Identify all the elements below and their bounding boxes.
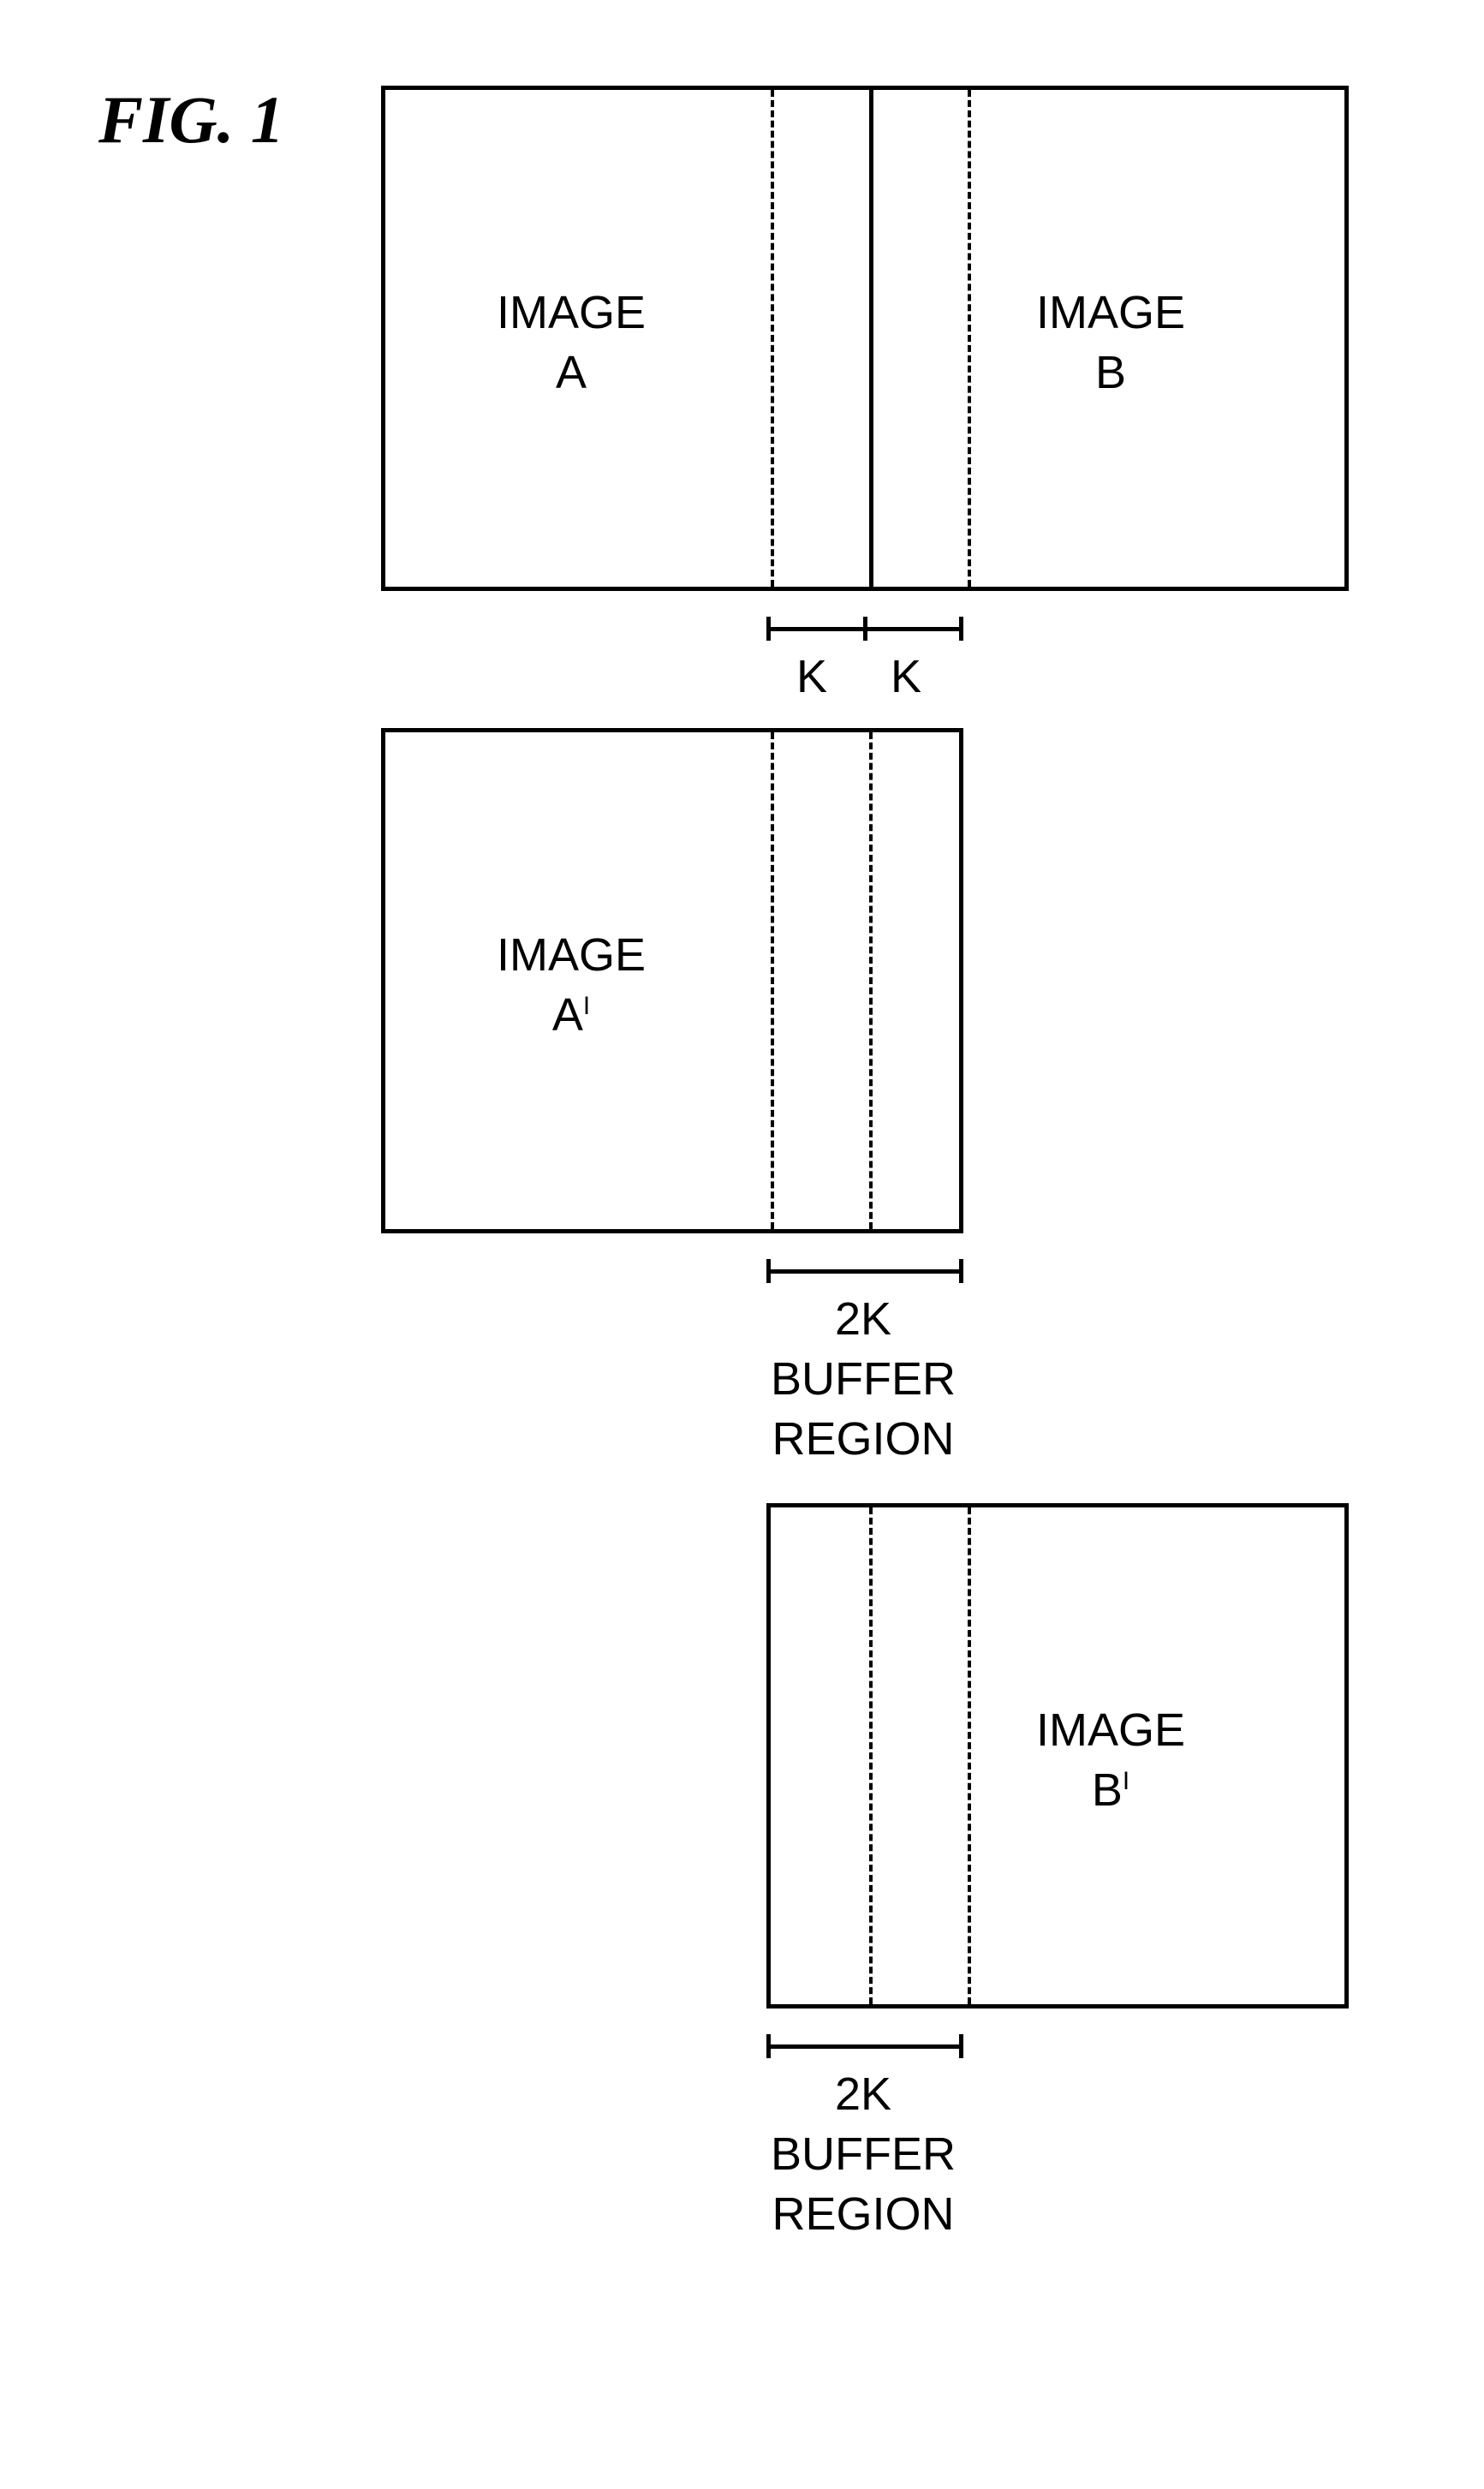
panel1-k-right: K xyxy=(891,647,921,707)
figure-title: FIG. 1 xyxy=(98,81,284,158)
panel2-label: IMAGEAI xyxy=(497,925,646,1045)
panel2-bracket-tick-right xyxy=(959,1259,963,1283)
panel2-dash-left xyxy=(771,732,774,1229)
panel1-label-b: IMAGE B xyxy=(1036,283,1185,403)
panel2-bracket-line xyxy=(766,1269,963,1274)
panel3-dash-left xyxy=(869,1507,873,2004)
panel2-caption: 2K BUFFER REGION xyxy=(771,1289,956,1470)
panel3-label: IMAGEBI xyxy=(1036,1700,1185,1820)
panel1-bracket-tick-mid xyxy=(863,617,867,641)
panel3-bracket-tick-right xyxy=(959,2034,963,2058)
panel1-bracket xyxy=(766,617,963,641)
panel1-dash-right xyxy=(968,90,971,587)
panel1-label-a: IMAGE A xyxy=(497,283,646,403)
panel1-k-left: K xyxy=(796,647,827,707)
panel1-divider xyxy=(869,90,873,587)
panel2-bracket xyxy=(766,1259,963,1283)
panel3-caption: 2K BUFFER REGION xyxy=(771,2064,956,2245)
panel3-dash-right xyxy=(968,1507,971,2004)
panel3-bracket xyxy=(766,2034,963,2058)
panel1-dash-left xyxy=(771,90,774,587)
panel2-box xyxy=(381,728,963,1233)
panel1-bracket-tick-right xyxy=(959,617,963,641)
panel3-bracket-line xyxy=(766,2044,963,2049)
panel2-dash-right xyxy=(869,732,873,1229)
